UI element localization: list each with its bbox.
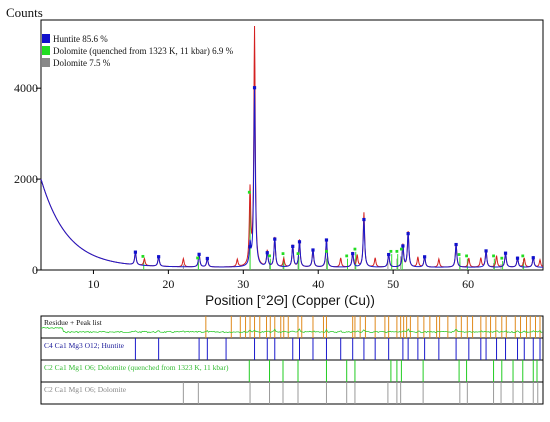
calculated-profile xyxy=(40,86,544,268)
strip-label-huntite: C4 Ca1 Mg3 O12; Huntite xyxy=(44,341,125,350)
huntite-peak-marker xyxy=(297,240,302,244)
huntite-peak-marker xyxy=(406,232,410,236)
dolomite-quenched-peak-marker xyxy=(353,247,357,251)
dolomite-quenched-peak-marker xyxy=(395,249,399,253)
plot-frame xyxy=(40,19,544,271)
dolomite-quenched-peak-marker xyxy=(492,254,495,258)
y-tick-label: 2000 xyxy=(14,172,38,186)
y-tick-label: 0 xyxy=(32,263,38,277)
huntite-peak-marker xyxy=(515,256,520,260)
huntite-peak-marker xyxy=(484,249,488,253)
x-tick-label: 60 xyxy=(462,277,474,291)
huntite-peak-marker xyxy=(531,256,535,260)
dolomite-quenched-peak-marker xyxy=(325,249,328,253)
huntite-peak-marker xyxy=(252,86,257,90)
legend-swatch-dolomite xyxy=(42,58,50,67)
huntite-peak-marker xyxy=(133,250,138,254)
huntite-peak-marker xyxy=(351,252,355,256)
legend-label-huntite: Huntite 85.6 % xyxy=(53,34,108,44)
legend: Huntite 85.6 % Dolomite (quenched from 1… xyxy=(42,34,234,68)
reference-strips: Residue + Peak list C4 Ca1 Mg3 O12; Hunt… xyxy=(40,315,544,405)
huntite-peak-marker xyxy=(248,245,252,249)
dolomite-quenched-peak-marker xyxy=(296,252,300,256)
dolomite-quenched-peak-marker xyxy=(247,190,251,194)
dolomite-quenched-peak-marker xyxy=(389,249,393,253)
legend-label-dolomite: Dolomite 7.5 % xyxy=(53,58,111,68)
huntite-peak-marker xyxy=(362,217,366,222)
x-tick-label: 50 xyxy=(387,277,399,291)
strip-label-dolomite-quenched: C2 Ca1 Mg1 O6; Dolomite (quenched from 1… xyxy=(44,363,229,372)
huntite-peak-marker xyxy=(503,251,508,255)
huntite-peak-marker xyxy=(265,251,269,255)
huntite-peak-marker xyxy=(387,252,391,257)
huntite-peak-marker xyxy=(454,242,458,247)
dolomite-quenched-peak-marker xyxy=(521,254,525,258)
x-tick-label: 20 xyxy=(162,277,174,291)
huntite-peak-marker xyxy=(311,248,315,252)
huntite-peak-marker xyxy=(291,244,295,248)
x-axis-title: Position [°2Θ] (Copper (Cu)) xyxy=(205,293,375,308)
y-axis-title: Counts xyxy=(6,5,43,20)
strip-label-dolomite: C2 Ca1 Mg1 O6; Dolomite xyxy=(44,385,127,394)
dolomite-quenched-peak-marker xyxy=(345,254,349,258)
x-tick-label: 30 xyxy=(237,277,249,291)
dolomite-quenched-peak-marker xyxy=(457,253,461,256)
huntite-peak-marker xyxy=(157,255,161,259)
dolomite-quenched-peak-marker xyxy=(281,252,285,256)
y-tick-label: 4000 xyxy=(14,81,38,95)
strip-label-residue: Residue + Peak list xyxy=(44,318,103,327)
x-tick-label: 10 xyxy=(87,277,99,291)
dolomite-quenched-peak-marker xyxy=(196,256,199,260)
dolomite-quenched-peak-marker xyxy=(399,247,403,251)
strip-box-dolomite xyxy=(40,381,544,405)
huntite-peak-marker xyxy=(324,238,329,242)
huntite-peak-marker xyxy=(205,256,209,261)
dolomite-quenched-peak-marker xyxy=(500,256,504,260)
dolomite-quenched-peak-marker xyxy=(465,254,468,258)
huntite-peak-marker xyxy=(197,252,201,256)
huntite-peak-marker xyxy=(273,237,277,241)
residue-trace xyxy=(40,326,543,334)
x-tick-label: 40 xyxy=(312,277,324,291)
dolomite-quenched-peak-marker xyxy=(141,254,145,258)
huntite-peak-marker xyxy=(401,244,405,248)
huntite-peak-marker xyxy=(423,255,427,259)
legend-label-dolomite-quenched: Dolomite (quenched from 1323 K, 11 kbar)… xyxy=(53,46,234,56)
legend-swatch-huntite xyxy=(42,34,50,43)
dolomite-quenched-peak-marker xyxy=(268,254,271,258)
legend-swatch-dolomite-quenched xyxy=(42,46,50,55)
